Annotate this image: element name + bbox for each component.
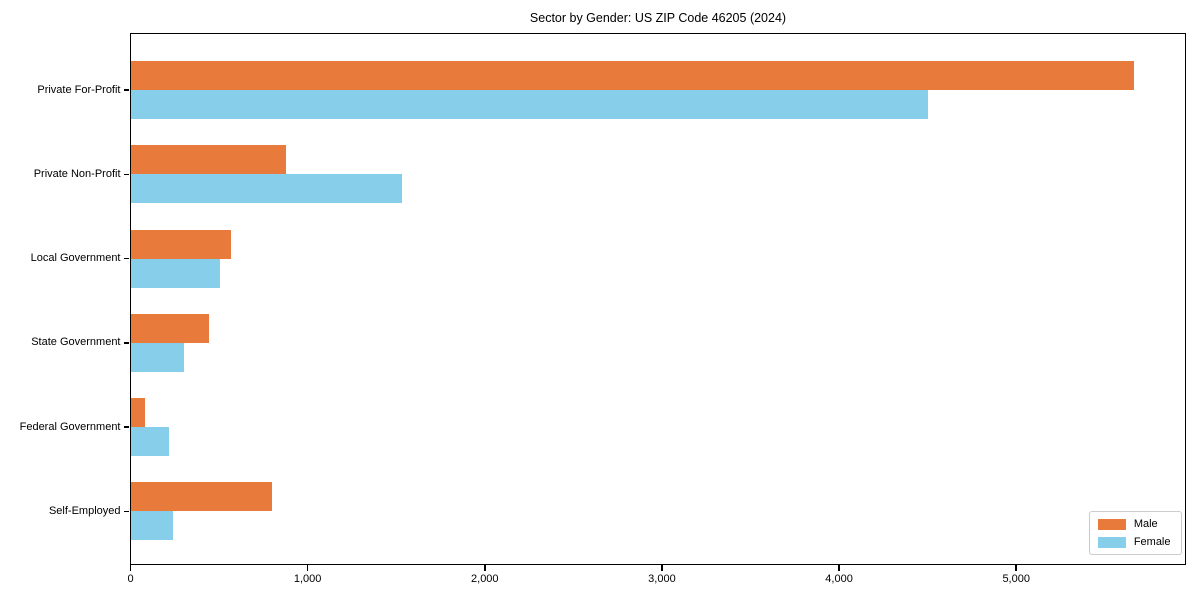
female-bar [130, 174, 403, 204]
female-bar [130, 342, 184, 372]
male-series-swatch [1097, 518, 1126, 530]
y-tick-mark [124, 426, 129, 428]
x-axis-tick-label: 0 [127, 573, 134, 585]
legend-entry-female: Female [1097, 536, 1171, 548]
y-tick-mark [124, 342, 129, 344]
x-axis-tick-label: 2,000 [471, 573, 499, 585]
male-bar [130, 398, 145, 427]
y-tick-mark [124, 173, 129, 175]
female-bar [130, 511, 173, 541]
legend: Male Female [1088, 511, 1182, 555]
y-axis-label: Private For-Profit [37, 83, 121, 96]
y-axis-label: Local Government [30, 252, 121, 264]
male-bar [130, 313, 210, 343]
x-axis-tick-label: 1,000 [293, 573, 322, 585]
x-tick-mark [661, 564, 663, 571]
x-tick-mark [129, 564, 132, 571]
x-axis-tick-label: 3,000 [648, 573, 676, 585]
x-tick-mark [484, 564, 486, 571]
x-tick-mark [838, 564, 840, 571]
female-bar [130, 90, 928, 119]
female-series-swatch [1097, 536, 1126, 548]
x-axis-tick-label: 4,000 [825, 573, 853, 585]
x-tick-mark [1015, 564, 1017, 571]
female-bar [130, 258, 220, 288]
legend-label-female: Female [1133, 536, 1171, 548]
legend-label-male: Male [1133, 518, 1158, 530]
x-tick-mark [306, 564, 309, 571]
y-tick-mark [124, 510, 129, 512]
male-bar [130, 145, 287, 175]
y-axis-label: Self-Employed [48, 504, 121, 517]
y-tick-mark [124, 257, 129, 260]
y-tick-mark [124, 89, 129, 91]
y-axis-label: State Government [31, 336, 121, 349]
female-bar [130, 427, 169, 456]
plot-area: Male Female Private For-Profit Private No… [20, 33, 1186, 585]
legend-entry-male: Male [1097, 518, 1171, 530]
y-axis-label: Private Non-Profit [33, 167, 121, 180]
male-bar [130, 61, 1134, 90]
y-axis-label: Federal Government [19, 420, 121, 433]
x-axis-tick-label: 5,000 [1002, 573, 1030, 585]
chart-title: Sector by Gender: US ZIP Code 46205 (202… [529, 11, 787, 25]
male-bar [130, 482, 273, 512]
male-bar [130, 229, 231, 259]
